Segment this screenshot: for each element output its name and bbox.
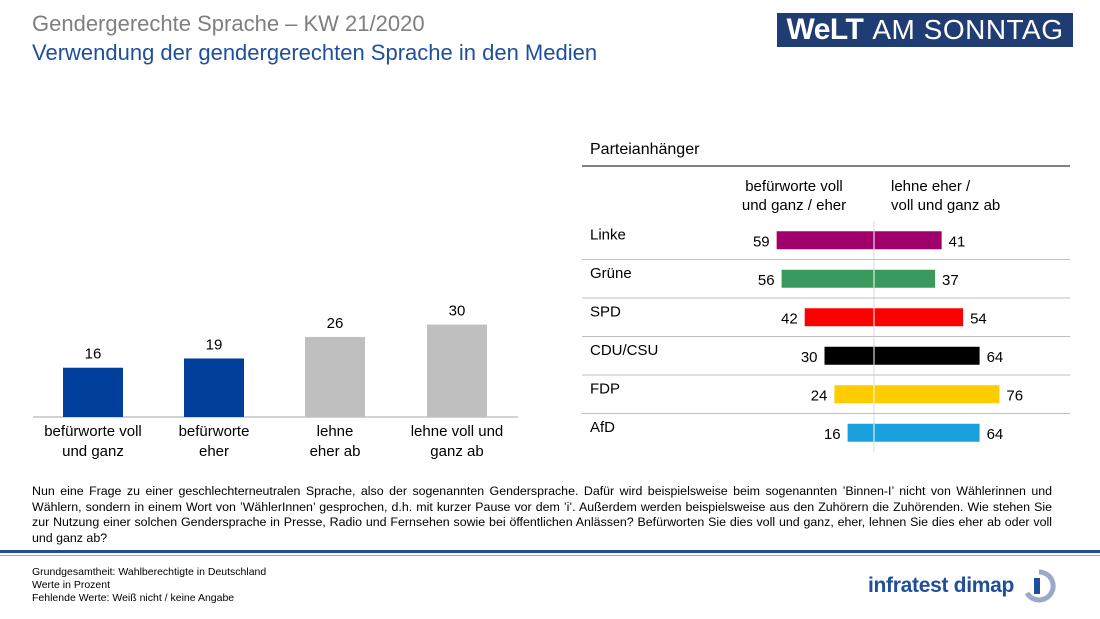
brand-name: infratest dimap — [868, 574, 1014, 598]
party-label: FDP — [590, 380, 620, 397]
column-header-reject: lehne eher / — [891, 178, 971, 195]
approve-bar — [782, 270, 874, 288]
reject-bar — [874, 231, 942, 249]
reject-value-label: 64 — [987, 349, 1004, 366]
approve-bar — [848, 424, 874, 442]
reject-value-label: 54 — [970, 310, 987, 327]
party-label: SPD — [590, 303, 621, 320]
survey-question-text: Nun eine Frage zu einer geschlechterneut… — [32, 484, 1052, 546]
reject-bar — [874, 424, 980, 442]
column-header-approve: und ganz / eher — [742, 197, 846, 214]
infratest-dimap-logo: infratest dimap — [868, 569, 1056, 603]
reject-bar — [874, 385, 999, 403]
approve-value-label: 30 — [801, 349, 818, 366]
reject-value-label: 41 — [949, 233, 966, 250]
approve-bar — [805, 308, 874, 326]
column-header-reject: voll und ganz ab — [891, 197, 1000, 214]
approve-value-label: 24 — [811, 387, 828, 404]
party-chart-title: Parteianhänger — [590, 141, 700, 158]
footer-divider — [0, 550, 1100, 553]
reject-bar — [874, 270, 935, 288]
approve-bar — [777, 231, 874, 249]
party-label: CDU/CSU — [590, 342, 658, 359]
dimap-emblem-icon — [1022, 569, 1056, 603]
footer-divider-thin — [0, 555, 1100, 556]
approve-value-label: 16 — [824, 426, 841, 443]
footer-missing: Fehlende Werte: Weiß nicht / keine Angab… — [32, 592, 266, 605]
party-label: Grüne — [590, 265, 632, 282]
reject-bar — [874, 308, 963, 326]
party-label: Linke — [590, 226, 626, 243]
reject-value-label: 37 — [942, 272, 959, 289]
column-header-approve: befürworte voll — [745, 178, 843, 195]
party-label: AfD — [590, 419, 615, 436]
reject-value-label: 76 — [1006, 387, 1023, 404]
footer-population: Grundgesamtheit: Wahlberechtigte in Deut… — [32, 566, 266, 579]
footer-unit: Werte in Prozent — [32, 579, 266, 592]
approve-bar — [825, 347, 875, 365]
approve-bar — [834, 385, 874, 403]
reject-value-label: 64 — [987, 426, 1004, 443]
approve-value-label: 59 — [753, 233, 770, 250]
footer-notes: Grundgesamtheit: Wahlberechtigte in Deut… — [32, 566, 266, 605]
approve-value-label: 42 — [781, 310, 798, 327]
reject-bar — [874, 347, 980, 365]
approve-value-label: 56 — [758, 272, 775, 289]
